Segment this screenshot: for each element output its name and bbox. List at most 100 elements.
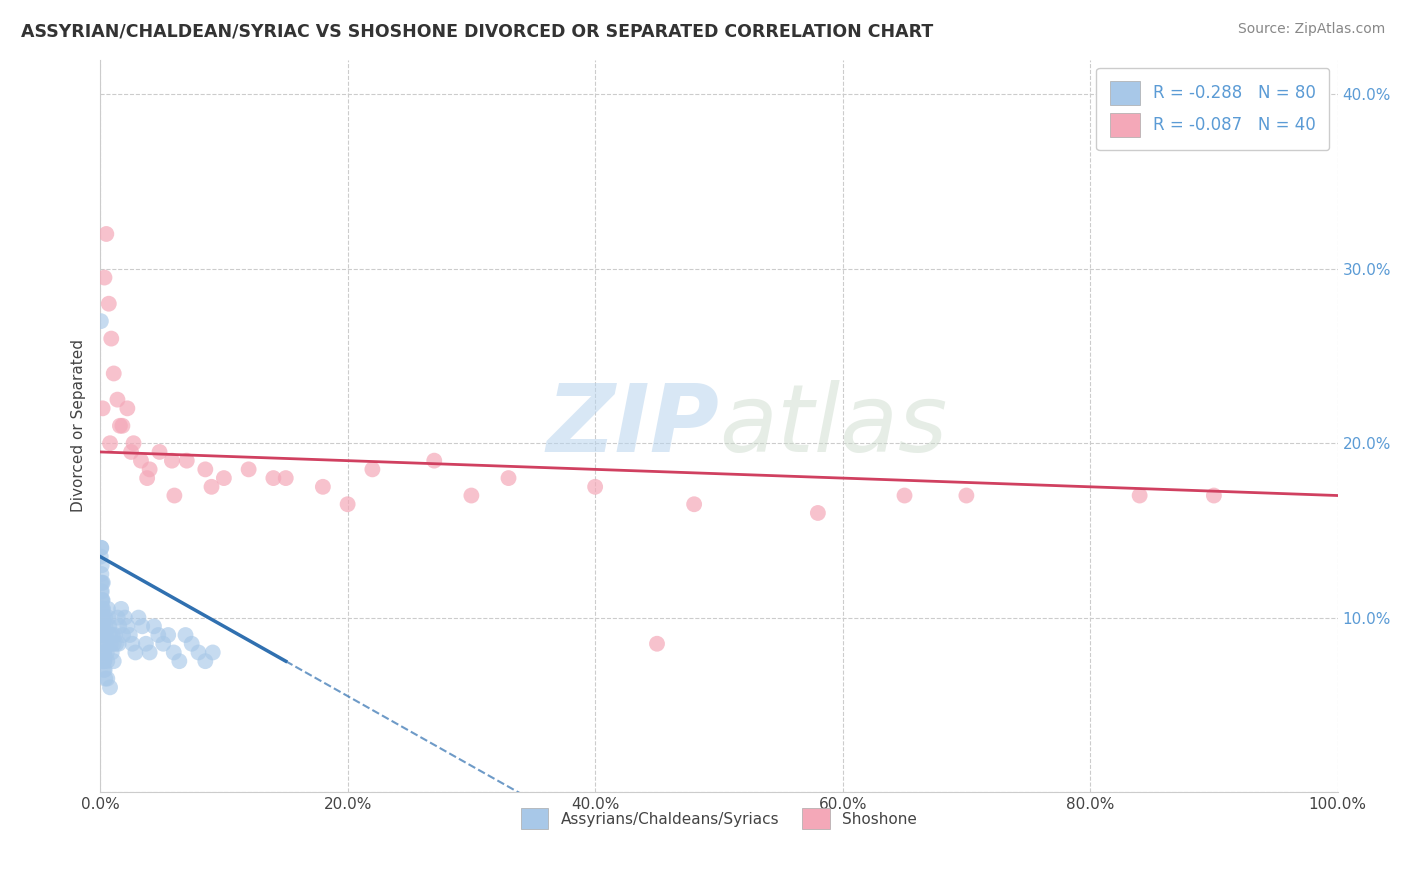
Point	[212, 471, 235, 485]
Point	[163, 489, 186, 503]
Point	[90, 314, 112, 328]
Point	[90, 549, 112, 564]
Point	[97, 602, 120, 616]
Point	[122, 436, 145, 450]
Point	[93, 663, 115, 677]
Point	[120, 445, 142, 459]
Point	[194, 462, 217, 476]
Point	[187, 645, 209, 659]
Text: atlas: atlas	[718, 380, 948, 471]
Point	[90, 541, 112, 555]
Point	[683, 497, 706, 511]
Point	[93, 270, 115, 285]
Point	[148, 445, 170, 459]
Point	[131, 619, 153, 633]
Point	[1202, 489, 1225, 503]
Point	[90, 558, 112, 573]
Point	[124, 645, 146, 659]
Point	[107, 610, 129, 624]
Point	[100, 332, 122, 346]
Point	[93, 645, 115, 659]
Legend: Assyrians/Chaldeans/Syriacs, Shoshone: Assyrians/Chaldeans/Syriacs, Shoshone	[515, 802, 922, 836]
Point	[91, 602, 114, 616]
Point	[91, 575, 114, 590]
Point	[498, 471, 520, 485]
Point	[128, 610, 150, 624]
Point	[93, 645, 115, 659]
Point	[93, 637, 115, 651]
Point	[97, 610, 120, 624]
Point	[91, 593, 114, 607]
Point	[103, 654, 125, 668]
Point	[160, 453, 183, 467]
Point	[108, 418, 131, 433]
Text: ZIP: ZIP	[546, 380, 718, 472]
Point	[96, 654, 118, 668]
Point	[93, 663, 115, 677]
Point	[91, 602, 114, 616]
Point	[152, 637, 174, 651]
Point	[91, 628, 114, 642]
Point	[98, 619, 121, 633]
Point	[90, 593, 112, 607]
Point	[96, 227, 118, 241]
Point	[98, 681, 121, 695]
Text: ASSYRIAN/CHALDEAN/SYRIAC VS SHOSHONE DIVORCED OR SEPARATED CORRELATION CHART: ASSYRIAN/CHALDEAN/SYRIAC VS SHOSHONE DIV…	[21, 22, 934, 40]
Point	[103, 637, 125, 651]
Point	[91, 619, 114, 633]
Point	[107, 392, 129, 407]
Point	[98, 436, 121, 450]
Point	[104, 628, 127, 642]
Point	[93, 619, 115, 633]
Point	[312, 480, 335, 494]
Point	[163, 645, 186, 659]
Point	[174, 628, 197, 642]
Point	[893, 489, 915, 503]
Text: Source: ZipAtlas.com: Source: ZipAtlas.com	[1237, 22, 1385, 37]
Point	[200, 480, 222, 494]
Point	[93, 654, 115, 668]
Point	[94, 619, 117, 633]
Point	[110, 602, 132, 616]
Point	[169, 654, 191, 668]
Point	[93, 628, 115, 642]
Point	[111, 628, 134, 642]
Point	[98, 628, 121, 642]
Point	[423, 453, 446, 467]
Point	[460, 489, 482, 503]
Point	[91, 575, 114, 590]
Point	[105, 637, 128, 651]
Point	[96, 672, 118, 686]
Point	[180, 637, 202, 651]
Point	[955, 489, 977, 503]
Point	[138, 645, 160, 659]
Point	[96, 645, 118, 659]
Point	[117, 401, 139, 416]
Point	[117, 619, 139, 633]
Point	[94, 610, 117, 624]
Point	[121, 637, 143, 651]
Point	[135, 637, 157, 651]
Point	[93, 654, 115, 668]
Point	[103, 367, 125, 381]
Point	[1129, 489, 1152, 503]
Point	[94, 628, 117, 642]
Point	[138, 462, 160, 476]
Point	[194, 654, 217, 668]
Point	[262, 471, 284, 485]
Point	[176, 453, 198, 467]
Point	[91, 619, 114, 633]
Point	[201, 645, 224, 659]
Y-axis label: Divorced or Separated: Divorced or Separated	[72, 339, 86, 512]
Point	[94, 672, 117, 686]
Point	[114, 610, 136, 624]
Point	[583, 480, 606, 494]
Point	[361, 462, 384, 476]
Point	[107, 637, 129, 651]
Point	[91, 401, 114, 416]
Point	[91, 654, 114, 668]
Point	[96, 637, 118, 651]
Point	[807, 506, 830, 520]
Point	[90, 602, 112, 616]
Point	[90, 566, 112, 581]
